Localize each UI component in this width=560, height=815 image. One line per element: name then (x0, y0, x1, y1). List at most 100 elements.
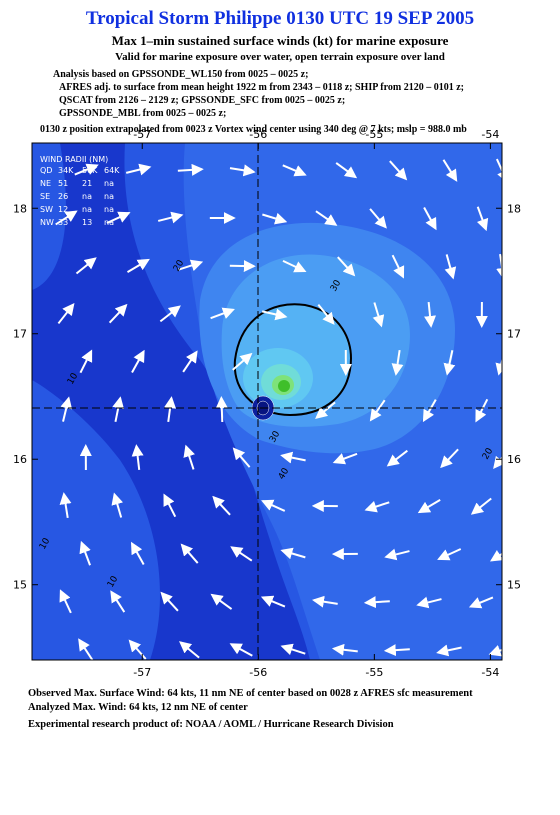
radii-header: QD (40, 166, 52, 175)
wind-arrow (182, 350, 198, 373)
wind-arrow (468, 596, 494, 609)
wind-arrow (108, 303, 128, 324)
wind-arrow (79, 349, 93, 374)
wind-arrow (475, 398, 489, 423)
wind-arrow (436, 644, 462, 657)
radii-cell: SE (40, 192, 50, 201)
wind-arrow (440, 448, 459, 469)
wind-arrow (59, 492, 72, 519)
radii-cell: SW (40, 205, 53, 214)
y-tick-label: 17 (13, 328, 27, 341)
wind-arrow (183, 444, 195, 470)
radii-cell: na (104, 205, 114, 214)
radii-cell: 26 (58, 192, 68, 201)
wind-arrow (383, 644, 410, 657)
wind-arrow (75, 257, 97, 275)
wind-arrow (74, 163, 99, 176)
wind-arrow (335, 162, 358, 179)
wind-arrow (215, 396, 228, 423)
subtitle: Max 1–min sustained surface winds (kt) f… (111, 33, 449, 48)
wind-arrow (79, 540, 91, 566)
wind-arrow (112, 396, 125, 422)
x-tick-label: -57 (133, 666, 151, 679)
radii-cell: 21 (82, 179, 92, 188)
radii-cell: na (104, 218, 114, 227)
wind-arrow (317, 304, 335, 325)
x-tick-label: -56 (249, 128, 267, 141)
wind-arrow (389, 160, 408, 181)
wind-arrow (232, 352, 253, 371)
radii-cell: NE (40, 179, 51, 188)
analysis-line: QSCAT from 2126 – 2129 z; GPSSONDE_SFC f… (59, 95, 346, 106)
wind-arrow (391, 349, 404, 376)
footer-line: Analyzed Max. Wind: 64 kts, 12 nm NE of … (28, 702, 248, 713)
wind-arrow (369, 399, 386, 422)
footer-line: Observed Max. Surface Wind: 64 kts, 11 n… (28, 688, 473, 699)
wind-arrow (424, 301, 437, 328)
wind-arrow (416, 596, 442, 609)
wind-arrow (369, 208, 387, 229)
x-tick-label: -55 (365, 666, 383, 679)
wind-arrow (437, 548, 462, 561)
wind-arrow (372, 302, 385, 328)
radii-header: 64K (104, 166, 120, 175)
wind-arrow (160, 591, 179, 612)
wind-arrow (312, 595, 338, 608)
radii-title: WIND RADII (NM) (40, 155, 108, 164)
wind-arrow (229, 164, 256, 177)
wind-arrow (442, 159, 458, 182)
wind-arrow (212, 495, 231, 516)
y-tick-label: 17 (507, 328, 521, 341)
wind-arrow (332, 452, 358, 465)
wind-arrow (57, 302, 75, 325)
wind-arrow (280, 547, 306, 560)
wind-arrow (55, 210, 78, 226)
wind-arrow (177, 163, 204, 176)
title: Tropical Storm Philippe 0130 UTC 19 SEP … (85, 8, 475, 29)
y-tick-label: 18 (507, 202, 521, 215)
wind-arrow (179, 641, 200, 659)
wind-arrow (125, 163, 152, 176)
wind-arrow (261, 308, 288, 321)
wind-arrow (470, 497, 492, 515)
wind-arrow (210, 593, 233, 610)
wind-arrow (180, 543, 199, 564)
radii-cell: 51 (58, 179, 68, 188)
wind-arrow (130, 541, 145, 565)
wind-arrow (60, 396, 73, 422)
x-tick-label: -54 (481, 666, 499, 679)
analysis-line: AFRES adj. to surface from mean height 1… (59, 82, 464, 93)
exposure: Valid for marine exposure over water, op… (115, 51, 445, 63)
wind-arrow (443, 350, 456, 376)
radii-cell: na (104, 179, 114, 188)
radii-cell: na (82, 192, 92, 201)
wind-arrow (178, 259, 204, 272)
wind-arrow (110, 590, 126, 613)
radii-cell: na (82, 205, 92, 214)
frame (31, 142, 503, 661)
wind-arrow (59, 589, 72, 614)
radii-cell: NW (40, 218, 54, 227)
wind-arrow (331, 643, 358, 656)
wind-arrow (417, 499, 441, 514)
wind-arrow (159, 305, 181, 323)
radii-cell: na (104, 192, 114, 201)
wind-arrow (126, 258, 150, 273)
wind-arrow (364, 500, 390, 513)
wind-arrow (106, 211, 131, 224)
wind-arrow (163, 493, 177, 518)
wind-arrow (386, 449, 408, 467)
wind-arrow (391, 254, 405, 279)
x-tick-label: -57 (133, 128, 151, 141)
wind-arrow (131, 349, 145, 373)
wind-arrow (280, 451, 306, 464)
position-line: 0130 z position extrapolated from 0023 z… (40, 124, 467, 135)
x-tick-label: -55 (365, 128, 383, 141)
y-tick-label: 16 (507, 453, 521, 466)
radii-header: 34K (58, 166, 74, 175)
x-tick-label: -54 (481, 128, 499, 141)
y-tick-label: 16 (13, 453, 27, 466)
radii-cell: 33 (58, 218, 68, 227)
wind-arrow (423, 206, 437, 231)
